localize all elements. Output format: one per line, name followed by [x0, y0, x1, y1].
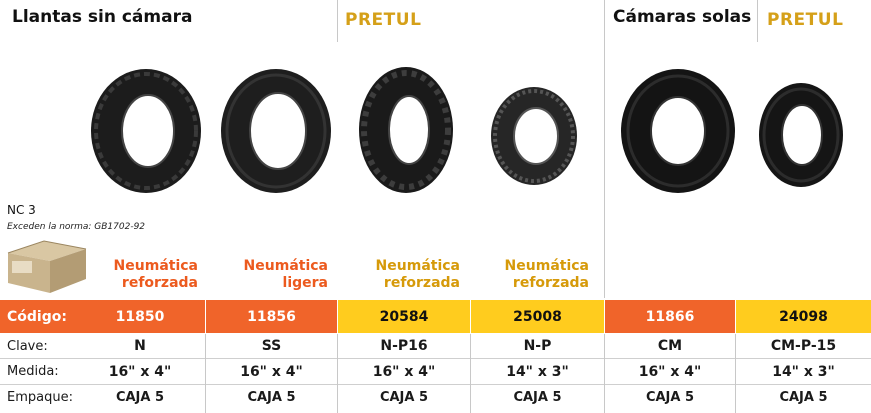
column-divider-light	[205, 334, 206, 413]
clave-cell: CM	[657, 338, 683, 354]
codigo-value: 11856	[247, 308, 296, 325]
codigo-value: 25008	[513, 308, 562, 325]
product-type-line1: Neumática	[243, 258, 328, 274]
empaque-cell: CAJA 5	[115, 390, 165, 405]
product-type-line1: Neumática	[113, 258, 198, 274]
empaque-cell: CAJA 5	[513, 390, 562, 405]
medida-cell: 16" x 4"	[240, 363, 303, 380]
codigo-cell-20584: 20584	[338, 300, 470, 333]
section-divider	[604, 0, 605, 298]
product-type-line1: Neumática	[375, 258, 460, 274]
medida-cell: 16" x 4"	[372, 363, 436, 380]
codigo-label-cell: Código:	[0, 300, 75, 333]
empaque-row: Empaque: CAJA 5 CAJA 5 CAJA 5 CAJA 5 CAJ…	[0, 385, 871, 410]
brand-logo-right: PRETUL	[767, 10, 844, 30]
medida-label: Medida:	[7, 364, 59, 379]
product-type-line2: reforzada	[121, 275, 198, 291]
row-divider	[0, 358, 871, 359]
product-type-20584: Neumática reforzada	[372, 258, 460, 292]
empaque-cell: CAJA 5	[247, 390, 296, 405]
section-title-tubes: Cámaras solas	[613, 7, 752, 27]
norma-note: Exceden la norma: GB1702-92	[7, 222, 146, 232]
empaque-cell: CAJA 5	[645, 390, 695, 405]
medida-cell: 16" x 4"	[108, 363, 172, 380]
column-divider-light	[604, 334, 605, 413]
medida-cell: 14" x 3"	[506, 363, 569, 380]
tire-image-11856	[221, 69, 331, 193]
column-divider-light	[470, 334, 471, 413]
clave-row: Clave: N SS N-P16 N-P CM CM-P-15	[0, 334, 871, 358]
medida-row: Medida: 16" x 4" 16" x 4" 16" x 4" 14" x…	[0, 359, 871, 384]
tube-image-11866	[621, 69, 735, 193]
row-divider	[0, 384, 871, 385]
clave-label: Clave:	[7, 338, 48, 354]
brand-divider-left	[337, 0, 338, 42]
clave-cell: N-P16	[380, 338, 428, 354]
section-title-tires: Llantas sin cámara	[12, 7, 193, 27]
codigo-cell-25008: 25008	[471, 300, 604, 333]
empaque-label: Empaque:	[7, 390, 73, 405]
codigo-cell-11856: 11856	[206, 300, 337, 333]
brand-divider-right	[757, 0, 758, 42]
product-type-11856: Neumática ligera	[240, 258, 328, 292]
codigo-cell-11850: 11850	[75, 300, 205, 333]
medida-cell: 14" x 3"	[772, 363, 835, 380]
medida-cell: 16" x 4"	[638, 363, 702, 380]
codigo-cell-11866: 11866	[605, 300, 735, 333]
empaque-cell: CAJA 5	[379, 390, 429, 405]
tire-image-20584	[359, 67, 453, 193]
product-type-line2: reforzada	[383, 275, 460, 291]
clave-cell: N-P	[523, 338, 552, 354]
box-icon	[7, 240, 87, 293]
codigo-value: 24098	[779, 308, 828, 325]
nc-label: NC 3	[7, 203, 36, 217]
product-type-line2: ligera	[282, 275, 328, 291]
tire-image-11850	[91, 69, 201, 193]
product-type-line1: Neumática	[504, 258, 589, 274]
product-type-25008: Neumática reforzada	[501, 258, 589, 292]
brand-logo-left: PRETUL	[345, 10, 422, 30]
column-divider-light	[735, 334, 736, 413]
tube-image-24098	[759, 83, 843, 187]
empaque-cell: CAJA 5	[779, 390, 828, 405]
clave-cell: SS	[261, 338, 282, 354]
codigo-value: 20584	[379, 308, 429, 325]
column-divider-light	[337, 334, 338, 413]
product-type-line2: reforzada	[512, 275, 589, 291]
clave-cell: N	[134, 338, 146, 354]
codigo-value: 11850	[115, 308, 165, 325]
tire-image-25008	[491, 87, 577, 185]
codigo-label: Código:	[7, 308, 67, 325]
codigo-value: 11866	[645, 308, 695, 325]
product-type-11850: Neumática reforzada	[110, 258, 198, 292]
clave-cell: CM-P-15	[770, 338, 837, 354]
codigo-row: Código: 11850 11856 20584 25008 11866 24…	[0, 300, 871, 333]
codigo-cell-24098: 24098	[736, 300, 871, 333]
